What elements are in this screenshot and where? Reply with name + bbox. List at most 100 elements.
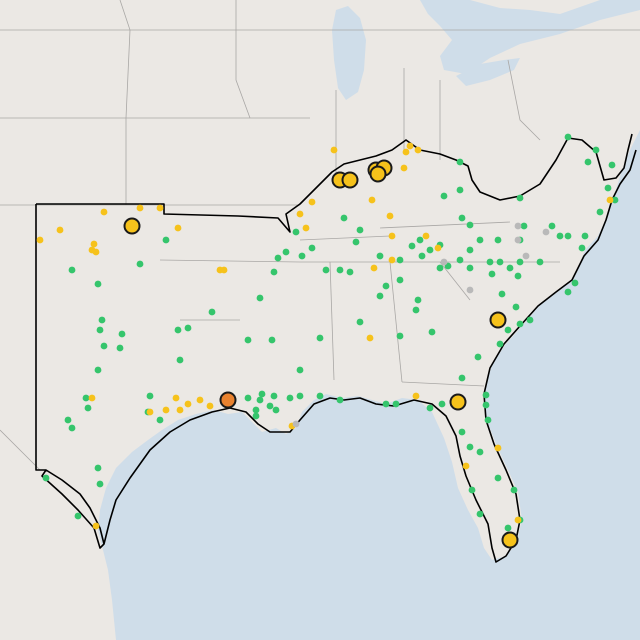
- station-marker-good[interactable]: [352, 238, 360, 246]
- station-marker-good[interactable]: [356, 226, 364, 234]
- station-marker-good[interactable]: [604, 184, 612, 192]
- station-marker-good[interactable]: [581, 232, 589, 240]
- station-marker-good[interactable]: [486, 258, 494, 266]
- station-marker-good[interactable]: [74, 512, 82, 520]
- station-marker-moderate[interactable]: [388, 256, 396, 264]
- station-marker-good[interactable]: [396, 332, 404, 340]
- station-marker-good[interactable]: [356, 318, 364, 326]
- station-marker-good[interactable]: [98, 316, 106, 324]
- station-marker-good[interactable]: [498, 290, 506, 298]
- station-marker-good[interactable]: [514, 272, 522, 280]
- station-marker-good[interactable]: [504, 326, 512, 334]
- station-marker-moderate[interactable]: [172, 394, 180, 402]
- station-marker-moderate[interactable]: [184, 400, 192, 408]
- station-marker-good[interactable]: [346, 268, 354, 276]
- station-marker-moderate[interactable]: [370, 264, 378, 272]
- station-marker-moderate[interactable]: [162, 406, 170, 414]
- station-marker-good[interactable]: [268, 336, 276, 344]
- station-marker-good[interactable]: [592, 146, 600, 154]
- station-marker-good[interactable]: [466, 443, 474, 451]
- station-marker-moderate[interactable]: [308, 198, 316, 206]
- station-marker-good[interactable]: [494, 236, 502, 244]
- station-marker-good[interactable]: [256, 396, 264, 404]
- station-marker-good[interactable]: [512, 303, 520, 311]
- station-marker-good[interactable]: [440, 192, 448, 200]
- station-marker-good[interactable]: [456, 256, 464, 264]
- station-marker-good[interactable]: [476, 510, 484, 518]
- station-marker-moderate[interactable]: [56, 226, 64, 234]
- station-marker-good[interactable]: [596, 208, 604, 216]
- station-marker-moderate-large[interactable]: [489, 311, 507, 329]
- station-marker-moderate[interactable]: [368, 196, 376, 204]
- station-marker-good[interactable]: [474, 353, 482, 361]
- station-marker-moderate[interactable]: [136, 204, 144, 212]
- station-marker-moderate[interactable]: [434, 244, 442, 252]
- station-marker-no-data[interactable]: [542, 228, 550, 236]
- station-marker-good[interactable]: [274, 254, 282, 262]
- station-marker-good[interactable]: [42, 474, 50, 482]
- station-marker-good[interactable]: [208, 308, 216, 316]
- station-marker-good[interactable]: [308, 244, 316, 252]
- station-marker-moderate[interactable]: [92, 248, 100, 256]
- station-marker-good[interactable]: [476, 448, 484, 456]
- station-marker-good[interactable]: [396, 276, 404, 284]
- station-marker-good[interactable]: [516, 258, 524, 266]
- station-marker-good[interactable]: [416, 236, 424, 244]
- station-marker-good[interactable]: [340, 214, 348, 222]
- station-marker-good[interactable]: [520, 222, 528, 230]
- station-marker-good[interactable]: [252, 406, 260, 414]
- station-marker-good[interactable]: [396, 256, 404, 264]
- station-marker-good[interactable]: [296, 366, 304, 374]
- station-marker-good[interactable]: [336, 266, 344, 274]
- station-marker-good[interactable]: [476, 236, 484, 244]
- station-marker-moderate[interactable]: [462, 462, 470, 470]
- station-marker-moderate[interactable]: [606, 196, 614, 204]
- station-marker-moderate-large[interactable]: [369, 165, 387, 183]
- station-marker-good[interactable]: [436, 264, 444, 272]
- station-marker-good[interactable]: [482, 401, 490, 409]
- station-marker-moderate[interactable]: [414, 146, 422, 154]
- station-marker-good[interactable]: [516, 320, 524, 328]
- station-marker-moderate[interactable]: [92, 522, 100, 530]
- station-marker-moderate[interactable]: [422, 232, 430, 240]
- station-marker-good[interactable]: [156, 416, 164, 424]
- station-marker-good[interactable]: [68, 266, 76, 274]
- station-marker-good[interactable]: [270, 268, 278, 276]
- station-marker-good[interactable]: [571, 279, 579, 287]
- station-marker-good[interactable]: [258, 390, 266, 398]
- station-marker-no-data[interactable]: [522, 252, 530, 260]
- station-marker-good[interactable]: [244, 394, 252, 402]
- station-marker-good[interactable]: [506, 264, 514, 272]
- station-marker-good[interactable]: [426, 246, 434, 254]
- station-marker-good[interactable]: [174, 326, 182, 334]
- station-marker-moderate[interactable]: [196, 396, 204, 404]
- station-marker-good[interactable]: [64, 416, 72, 424]
- station-marker-good[interactable]: [564, 232, 572, 240]
- station-marker-good[interactable]: [84, 404, 92, 412]
- station-marker-good[interactable]: [376, 252, 384, 260]
- station-marker-moderate[interactable]: [176, 406, 184, 414]
- station-marker-good[interactable]: [578, 244, 586, 252]
- station-marker-good[interactable]: [162, 236, 170, 244]
- station-marker-good[interactable]: [564, 133, 572, 141]
- station-marker-no-data[interactable]: [440, 258, 448, 266]
- station-marker-good[interactable]: [266, 402, 274, 410]
- station-marker-moderate[interactable]: [174, 224, 182, 232]
- station-marker-moderate-large[interactable]: [123, 217, 141, 235]
- station-marker-good[interactable]: [244, 336, 252, 344]
- station-marker-moderate-large[interactable]: [341, 171, 359, 189]
- station-marker-moderate[interactable]: [90, 240, 98, 248]
- station-marker-good[interactable]: [516, 194, 524, 202]
- station-marker-good[interactable]: [548, 222, 556, 230]
- station-marker-good[interactable]: [428, 328, 436, 336]
- station-marker-moderate[interactable]: [146, 408, 154, 416]
- station-marker-good[interactable]: [496, 340, 504, 348]
- station-marker-good[interactable]: [458, 428, 466, 436]
- station-marker-good[interactable]: [564, 288, 572, 296]
- station-marker-good[interactable]: [68, 424, 76, 432]
- station-marker-good[interactable]: [526, 316, 534, 324]
- station-marker-good[interactable]: [184, 324, 192, 332]
- station-marker-good[interactable]: [466, 221, 474, 229]
- station-marker-moderate[interactable]: [220, 266, 228, 274]
